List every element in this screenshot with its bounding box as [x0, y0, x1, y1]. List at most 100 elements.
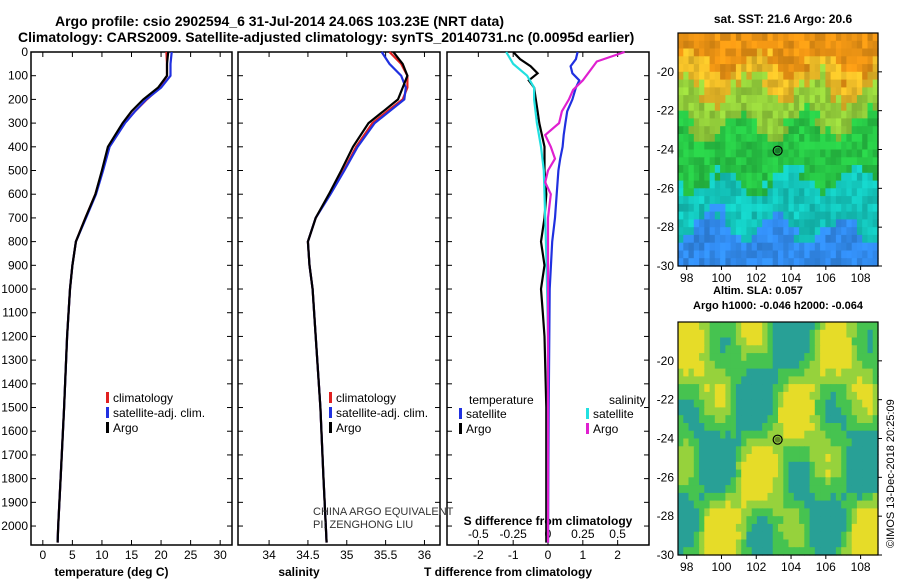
map-cell — [783, 508, 790, 517]
map-cell — [856, 454, 863, 463]
map-cell — [872, 438, 879, 447]
map-cell — [862, 33, 869, 42]
map-cell — [699, 438, 705, 447]
map-cell — [788, 461, 795, 471]
map-cell — [683, 64, 690, 73]
map-cell — [730, 384, 737, 393]
map-cell — [751, 415, 758, 424]
map-cell — [678, 219, 684, 228]
map-cell — [825, 211, 832, 220]
map-cell — [714, 48, 721, 57]
map-cell — [783, 415, 790, 424]
map-cell — [783, 56, 790, 65]
map-cell — [783, 384, 790, 393]
map-cell — [856, 353, 863, 362]
map-cell — [699, 461, 705, 471]
map-cell — [709, 376, 716, 385]
map-cell — [814, 446, 821, 455]
map-cell — [746, 547, 753, 556]
map-cell — [678, 48, 684, 57]
depth-tick-label: 1500 — [1, 401, 28, 415]
map-cell — [835, 118, 842, 127]
map-cell — [751, 242, 758, 252]
map-cell — [804, 516, 811, 525]
map-cell — [793, 56, 800, 65]
map-cell — [856, 40, 863, 50]
map-cell — [725, 79, 732, 88]
map-cell — [872, 477, 879, 486]
map-cell — [714, 376, 721, 385]
map-cell — [772, 337, 779, 346]
map-cell — [730, 376, 737, 385]
map-cell — [872, 219, 879, 228]
map-cell — [846, 165, 853, 174]
map-cell — [867, 110, 874, 120]
map-cell — [746, 492, 753, 502]
map-cell — [862, 430, 869, 440]
map-cell — [814, 539, 821, 548]
map-cell — [730, 242, 737, 252]
map-cell — [693, 423, 700, 432]
map-cell — [699, 415, 705, 424]
map-cell — [820, 219, 826, 228]
map-cell — [872, 172, 879, 182]
map-cell — [725, 71, 732, 81]
map-cell — [751, 508, 758, 517]
map-cell — [762, 500, 769, 509]
map-cell — [862, 141, 869, 151]
map-cell — [720, 157, 726, 166]
map-cell — [814, 523, 821, 533]
map-cell — [820, 118, 826, 127]
map-cell — [730, 337, 737, 346]
legend-swatch — [106, 392, 109, 403]
map-cell — [825, 95, 832, 104]
map-cell — [735, 118, 742, 127]
map-cell — [862, 415, 869, 424]
map-cell — [725, 329, 732, 339]
map-cell — [835, 461, 842, 471]
map-cell — [825, 322, 832, 331]
map-cell — [699, 446, 705, 455]
map-cell — [720, 547, 726, 556]
legend-swatch — [106, 407, 109, 418]
map-cell — [809, 477, 816, 486]
map-cell — [756, 71, 763, 81]
map-cell — [725, 250, 732, 259]
map-cell — [693, 172, 700, 182]
map-cell — [683, 95, 690, 104]
map-cell — [846, 399, 853, 409]
map-cell — [846, 196, 853, 205]
map-cell — [820, 180, 826, 189]
map-cell — [872, 391, 879, 401]
map-cell — [846, 345, 853, 354]
map-cell — [809, 79, 816, 88]
map-cell — [772, 95, 779, 104]
map-cell — [756, 539, 763, 548]
map-cell — [804, 79, 811, 88]
map-cell — [693, 56, 700, 65]
map-cell — [714, 56, 721, 65]
map-cell — [678, 469, 684, 478]
map-cell — [793, 523, 800, 533]
map-cell — [872, 71, 879, 81]
map-cell — [778, 71, 784, 81]
map-cell — [820, 469, 826, 478]
map-cell — [762, 141, 769, 151]
map-cell — [683, 477, 690, 486]
map-cell — [862, 454, 869, 463]
map-cell — [772, 141, 779, 151]
map-cell — [762, 48, 769, 57]
map-cell — [683, 337, 690, 346]
map-cell — [699, 523, 705, 533]
map-cell — [835, 438, 842, 447]
map-cell — [741, 102, 748, 112]
map-cell — [746, 234, 753, 244]
map-cell — [835, 33, 842, 42]
map-cell — [846, 126, 853, 135]
map-cell — [783, 134, 790, 143]
map-cell — [825, 376, 832, 385]
map-cell — [693, 508, 700, 517]
map-cell — [862, 95, 869, 104]
map-cell — [709, 345, 716, 354]
map-cell — [751, 500, 758, 509]
